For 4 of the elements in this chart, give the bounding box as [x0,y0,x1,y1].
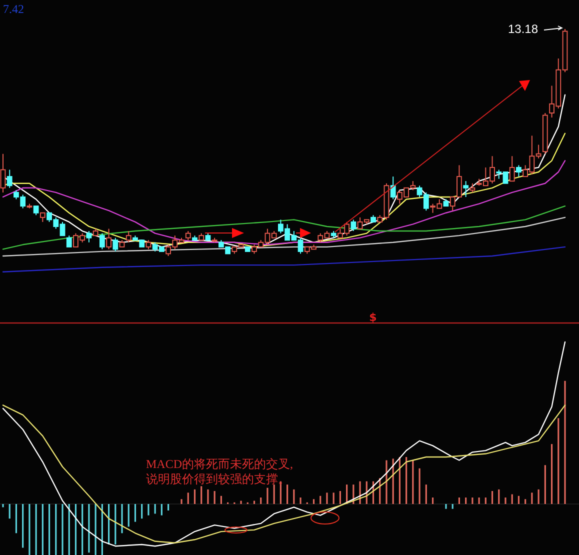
annotation: 13.18 [508,22,538,36]
annotation: MACD的将死而未死的交叉, 说明股价得到较强的支撑。 [146,457,294,486]
text: $ [369,311,377,324]
text: 7.42 [3,2,24,16]
